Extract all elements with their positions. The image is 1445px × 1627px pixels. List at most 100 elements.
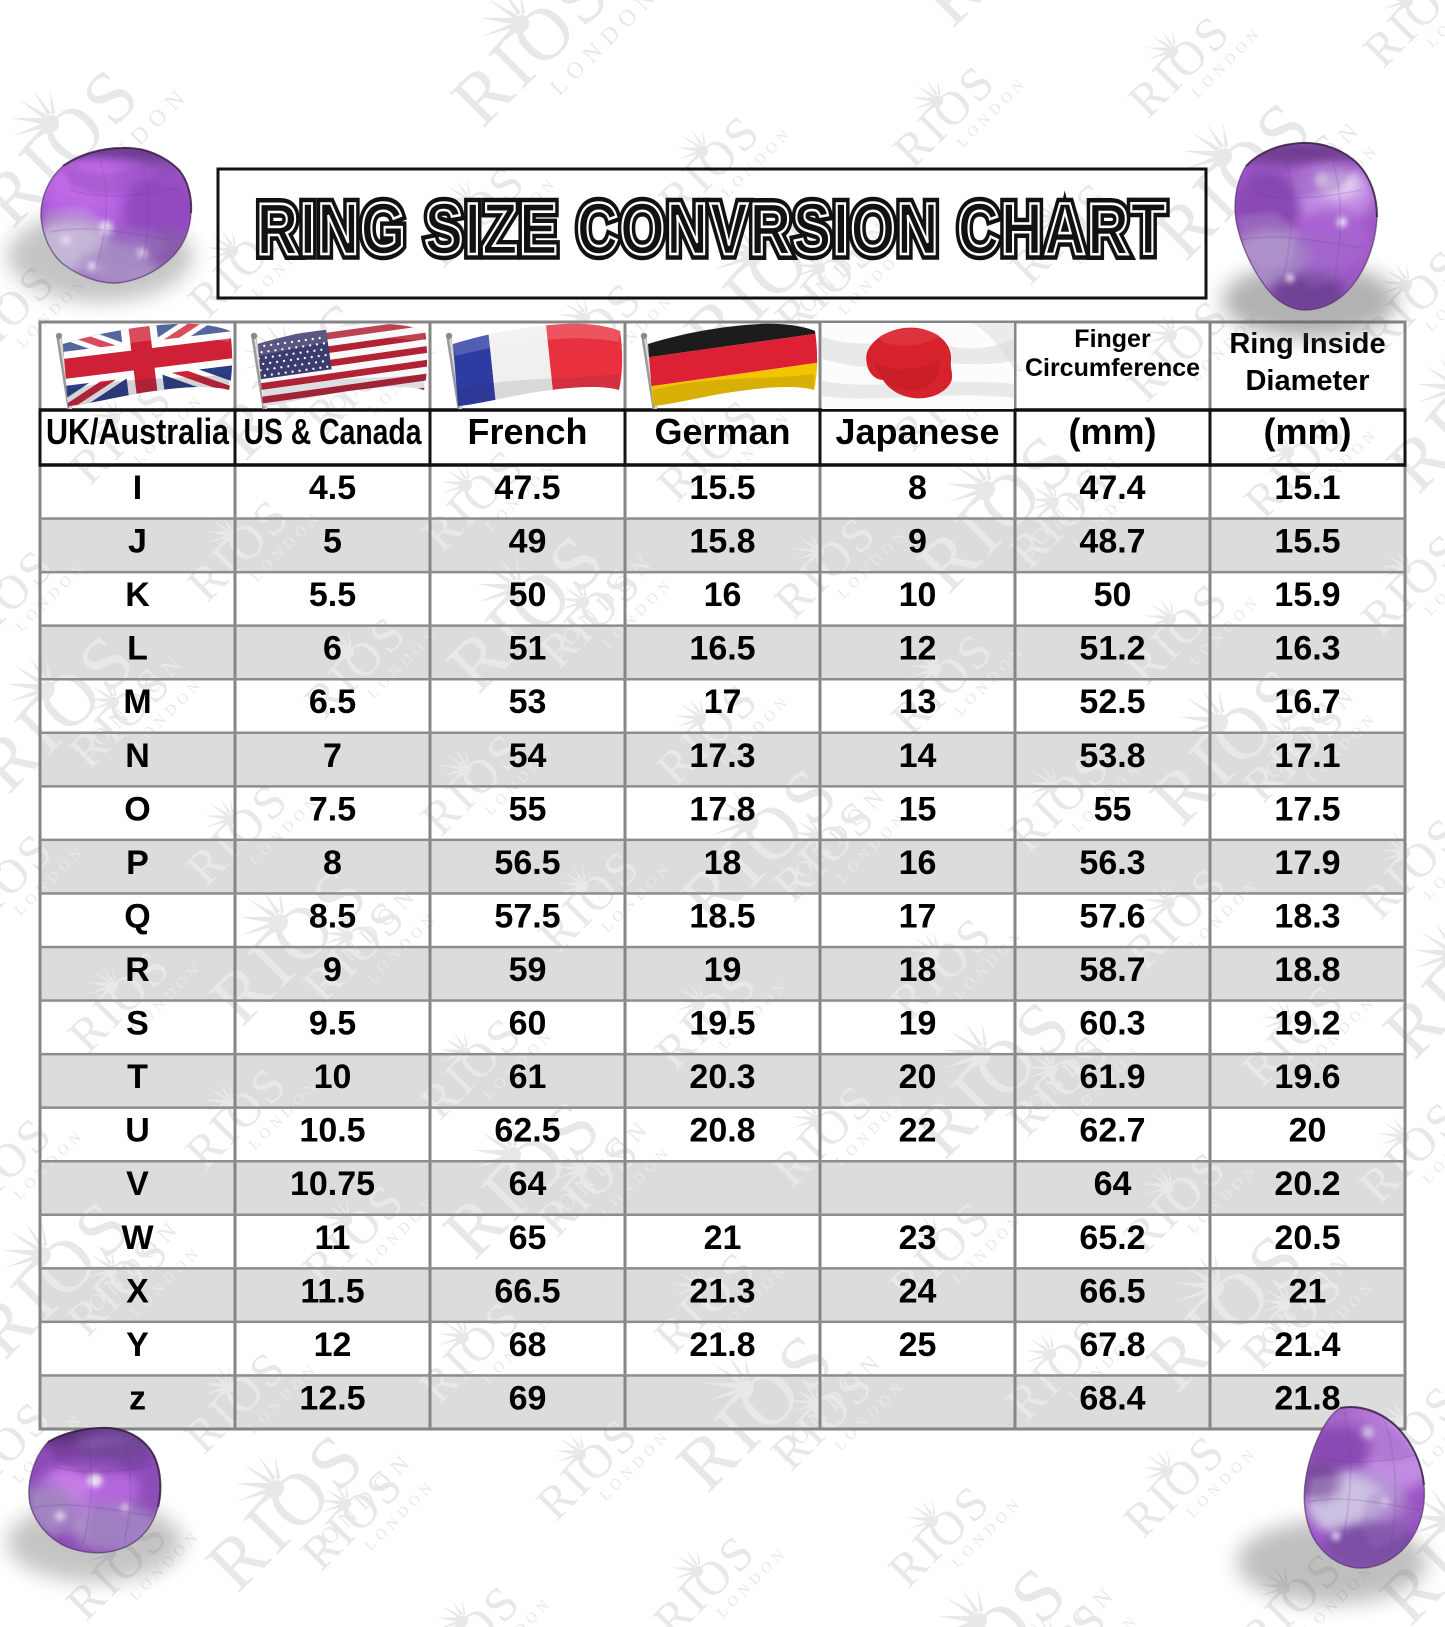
svg-text:56.3: 56.3 (1079, 844, 1145, 882)
svg-text:10.5: 10.5 (299, 1112, 365, 1150)
svg-text:61: 61 (509, 1058, 547, 1096)
svg-text:47.5: 47.5 (494, 469, 560, 507)
svg-text:51: 51 (509, 630, 547, 668)
svg-text:I: I (133, 469, 142, 507)
svg-text:60.3: 60.3 (1079, 1005, 1145, 1043)
svg-text:10: 10 (314, 1058, 352, 1096)
svg-text:8.5: 8.5 (309, 897, 356, 935)
svg-text:54: 54 (509, 737, 547, 775)
svg-text:14: 14 (899, 737, 937, 775)
svg-text:S: S (126, 1005, 149, 1043)
svg-text:15.1: 15.1 (1274, 469, 1340, 507)
svg-text:15.8: 15.8 (689, 523, 755, 561)
svg-text:19: 19 (899, 1005, 937, 1043)
svg-text:20.2: 20.2 (1274, 1165, 1340, 1203)
svg-text:15.5: 15.5 (1274, 523, 1340, 561)
svg-text:16: 16 (899, 844, 937, 882)
svg-text:18: 18 (704, 844, 742, 882)
svg-text:13: 13 (899, 683, 937, 721)
svg-text:68: 68 (509, 1326, 547, 1364)
svg-text:23: 23 (899, 1219, 937, 1257)
svg-text:17.1: 17.1 (1274, 737, 1340, 775)
svg-text:12: 12 (899, 630, 937, 668)
svg-text:W: W (121, 1219, 154, 1257)
svg-text:9: 9 (323, 951, 342, 989)
svg-text:59: 59 (509, 951, 547, 989)
svg-text:O: O (124, 790, 150, 828)
svg-text:53: 53 (509, 683, 547, 721)
svg-text:66.5: 66.5 (494, 1272, 560, 1310)
svg-text:7: 7 (323, 737, 342, 775)
svg-text:U: U (125, 1112, 150, 1150)
svg-text:16.5: 16.5 (689, 630, 755, 668)
svg-text:5: 5 (323, 523, 342, 561)
svg-text:M: M (123, 683, 151, 721)
svg-text:16: 16 (704, 576, 742, 614)
svg-text:20.3: 20.3 (689, 1058, 755, 1096)
svg-text:69: 69 (509, 1379, 547, 1417)
svg-text:68.4: 68.4 (1079, 1379, 1145, 1417)
svg-text:9.5: 9.5 (309, 1005, 356, 1043)
svg-text:Finger: Finger (1074, 325, 1151, 353)
svg-text:6.5: 6.5 (309, 683, 356, 721)
svg-text:21.3: 21.3 (689, 1272, 755, 1310)
svg-text:V: V (126, 1165, 149, 1203)
svg-text:53.8: 53.8 (1079, 737, 1145, 775)
svg-text:French: French (467, 411, 587, 452)
svg-text:64: 64 (509, 1165, 547, 1203)
svg-text:6: 6 (323, 630, 342, 668)
svg-text:19.5: 19.5 (689, 1005, 755, 1043)
svg-text:19: 19 (704, 951, 742, 989)
svg-text:R: R (125, 951, 150, 989)
svg-text:L: L (127, 630, 148, 668)
svg-text:Diameter: Diameter (1245, 365, 1369, 397)
svg-text:Japanese: Japanese (835, 411, 999, 452)
svg-text:17.8: 17.8 (689, 790, 755, 828)
svg-text:RING SIZE CONVRSION CHART: RING SIZE CONVRSION CHART (257, 187, 1168, 269)
svg-text:Y: Y (126, 1326, 149, 1364)
svg-text:20: 20 (899, 1058, 937, 1096)
svg-text:7.5: 7.5 (309, 790, 356, 828)
svg-text:21.8: 21.8 (1274, 1379, 1340, 1417)
svg-text:UK/Australia: UK/Australia (46, 411, 230, 452)
svg-text:(mm): (mm) (1264, 411, 1352, 452)
svg-text:21.8: 21.8 (689, 1326, 755, 1364)
svg-text:12: 12 (314, 1326, 352, 1364)
svg-text:20.5: 20.5 (1274, 1219, 1340, 1257)
svg-text:24: 24 (899, 1272, 937, 1310)
svg-text:19.2: 19.2 (1274, 1005, 1340, 1043)
svg-text:4.5: 4.5 (309, 469, 356, 507)
svg-text:21: 21 (1289, 1272, 1327, 1310)
svg-text:15.9: 15.9 (1274, 576, 1340, 614)
svg-text:German: German (654, 411, 790, 452)
svg-text:J: J (128, 523, 147, 561)
svg-text:18.3: 18.3 (1274, 897, 1340, 935)
svg-text:62.7: 62.7 (1079, 1112, 1145, 1150)
svg-text:T: T (127, 1058, 148, 1096)
svg-text:RING SIZE CONVRSION CHART: RING SIZE CONVRSION CHART (257, 187, 1168, 269)
svg-text:17.5: 17.5 (1274, 790, 1340, 828)
svg-text:61.9: 61.9 (1079, 1058, 1145, 1096)
svg-text:57.6: 57.6 (1079, 897, 1145, 935)
svg-text:11: 11 (315, 1219, 351, 1257)
svg-text:N: N (125, 737, 150, 775)
svg-text:10: 10 (899, 576, 937, 614)
svg-text:60: 60 (509, 1005, 547, 1043)
svg-text:17: 17 (704, 683, 742, 721)
svg-text:67.8: 67.8 (1079, 1326, 1145, 1364)
svg-text:Q: Q (124, 897, 150, 935)
svg-text:52.5: 52.5 (1079, 683, 1145, 721)
svg-text:12.5: 12.5 (299, 1379, 365, 1417)
svg-text:50: 50 (1094, 576, 1132, 614)
svg-text:X: X (126, 1272, 149, 1310)
svg-text:17.9: 17.9 (1274, 844, 1340, 882)
svg-text:65.2: 65.2 (1079, 1219, 1145, 1257)
svg-text:66.5: 66.5 (1079, 1272, 1145, 1310)
svg-text:8: 8 (908, 469, 927, 507)
svg-text:65: 65 (509, 1219, 547, 1257)
svg-text:Circumference: Circumference (1025, 354, 1200, 382)
svg-text:16.3: 16.3 (1274, 630, 1340, 668)
svg-text:17.3: 17.3 (689, 737, 755, 775)
svg-text:62.5: 62.5 (494, 1112, 560, 1150)
svg-text:5.5: 5.5 (309, 576, 356, 614)
